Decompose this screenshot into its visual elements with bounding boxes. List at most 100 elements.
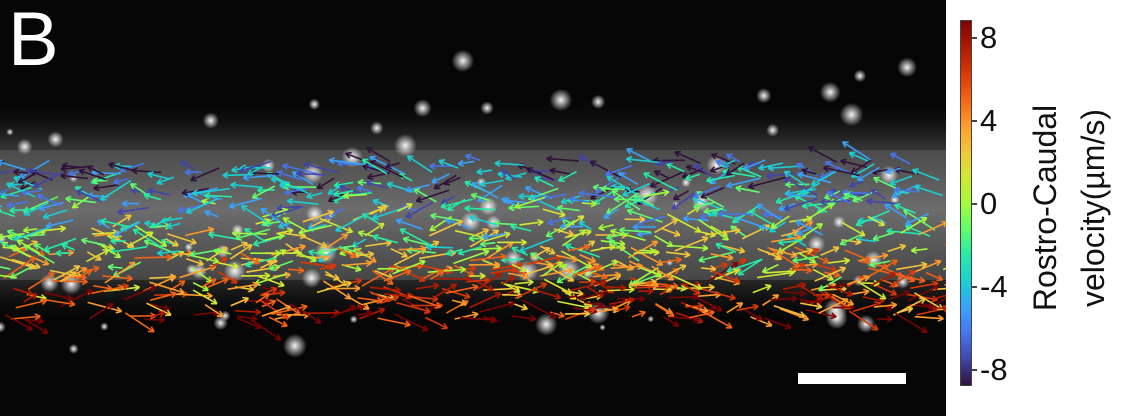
- velocity-arrow: [649, 171, 684, 188]
- velocity-arrow: [17, 171, 38, 184]
- bright-cell: [479, 197, 498, 216]
- velocity-arrow: [33, 171, 63, 189]
- velocity-arrow: [555, 254, 579, 263]
- velocity-arrow: [618, 226, 652, 234]
- velocity-arrow: [112, 214, 132, 228]
- velocity-arrow: [454, 311, 479, 320]
- velocity-arrow: [431, 173, 450, 184]
- velocity-arrow: [361, 158, 388, 175]
- velocity-arrow: [192, 289, 218, 305]
- velocity-arrow: [866, 197, 900, 205]
- velocity-arrow: [521, 299, 557, 319]
- velocity-arrow: [3, 256, 36, 279]
- velocity-arrow: [12, 287, 34, 297]
- bright-cell: [6, 128, 14, 136]
- velocity-arrow: [827, 282, 846, 290]
- velocity-arrow: [342, 259, 372, 267]
- velocity-arrow: [451, 299, 467, 307]
- velocity-arrow: [756, 203, 784, 222]
- velocity-arrow: [900, 216, 928, 234]
- velocity-arrow: [406, 155, 433, 173]
- velocity-arrow: [692, 185, 721, 199]
- velocity-arrow: [408, 294, 442, 309]
- velocity-arrow: [840, 158, 868, 169]
- velocity-arrow: [564, 310, 590, 318]
- velocity-arrow: [887, 243, 907, 253]
- bright-cell: [184, 242, 193, 252]
- velocity-arrow: [87, 284, 125, 295]
- velocity-arrow: [229, 244, 253, 260]
- velocity-arrow: [469, 272, 486, 280]
- bright-cell: [839, 102, 864, 127]
- velocity-arrow: [26, 167, 57, 176]
- velocity-arrow: [651, 265, 675, 281]
- velocity-arrow: [257, 275, 285, 288]
- velocity-arrow: [78, 168, 107, 181]
- velocity-arrow: [276, 227, 294, 235]
- bright-cell: [853, 69, 867, 83]
- velocity-arrow: [662, 315, 680, 327]
- velocity-arrow: [180, 160, 195, 170]
- velocity-arrow: [325, 273, 340, 281]
- velocity-arrow: [333, 189, 354, 198]
- velocity-arrow: [743, 159, 766, 171]
- velocity-arrow: [904, 212, 930, 226]
- bright-cell: [756, 88, 772, 104]
- velocity-arrow: [192, 281, 209, 292]
- velocity-arrow: [497, 238, 527, 246]
- velocity-arrow: [402, 236, 437, 248]
- velocity-arrow: [166, 222, 181, 230]
- bright-cell: [301, 268, 322, 288]
- velocity-arrow: [286, 197, 319, 205]
- velocity-arrow: [510, 223, 532, 232]
- velocity-arrow: [405, 184, 430, 193]
- velocity-arrow: [685, 302, 704, 310]
- velocity-arrow: [65, 195, 96, 204]
- velocity-arrow: [93, 284, 113, 292]
- velocity-arrow: [800, 302, 823, 310]
- velocity-arrow: [430, 270, 445, 280]
- velocity-arrow: [796, 226, 814, 236]
- velocity-arrow: [459, 316, 496, 324]
- velocity-arrow: [427, 266, 466, 274]
- velocity-arrow: [0, 274, 17, 279]
- velocity-arrow: [711, 210, 734, 219]
- velocity-arrow: [893, 186, 920, 194]
- velocity-arrow: [884, 203, 908, 219]
- velocity-arrow: [856, 166, 880, 182]
- velocity-arrow: [770, 215, 790, 229]
- velocity-arrow: [0, 169, 16, 175]
- velocity-arrow: [750, 316, 773, 328]
- velocity-arrow: [356, 185, 372, 193]
- velocity-arrow: [208, 231, 241, 241]
- velocity-arrow: [42, 209, 68, 220]
- bright-cell: [16, 138, 33, 155]
- velocity-arrow: [306, 192, 323, 200]
- colorbar-tick-label: 4: [980, 103, 998, 138]
- velocity-arrow: [490, 266, 518, 274]
- velocity-arrow: [87, 301, 123, 314]
- velocity-arrow: [775, 191, 804, 205]
- velocity-arrow: [241, 272, 271, 280]
- velocity-arrow: [55, 249, 71, 257]
- velocity-arrow: [758, 162, 784, 171]
- velocity-arrow: [846, 274, 870, 286]
- velocity-arrow: [564, 243, 600, 258]
- velocity-arrow: [482, 232, 507, 241]
- velocity-arrow: [328, 157, 365, 166]
- velocity-arrow: [551, 267, 575, 282]
- velocity-arrow: [4, 313, 33, 331]
- velocity-arrow: [876, 315, 893, 323]
- velocity-arrow: [624, 215, 646, 224]
- velocity-arrow: [826, 190, 852, 205]
- velocity-arrow: [567, 243, 591, 252]
- velocity-arrow: [144, 220, 164, 228]
- velocity-arrow: [364, 222, 385, 237]
- velocity-arrow: [143, 192, 162, 201]
- colorbar-label-line2: velocity(µm/s): [1075, 109, 1111, 307]
- velocity-arrow: [855, 210, 890, 227]
- velocity-arrow: [786, 191, 816, 199]
- velocity-arrow: [479, 179, 504, 188]
- velocity-arrow: [23, 202, 49, 216]
- velocity-arrow: [372, 234, 399, 244]
